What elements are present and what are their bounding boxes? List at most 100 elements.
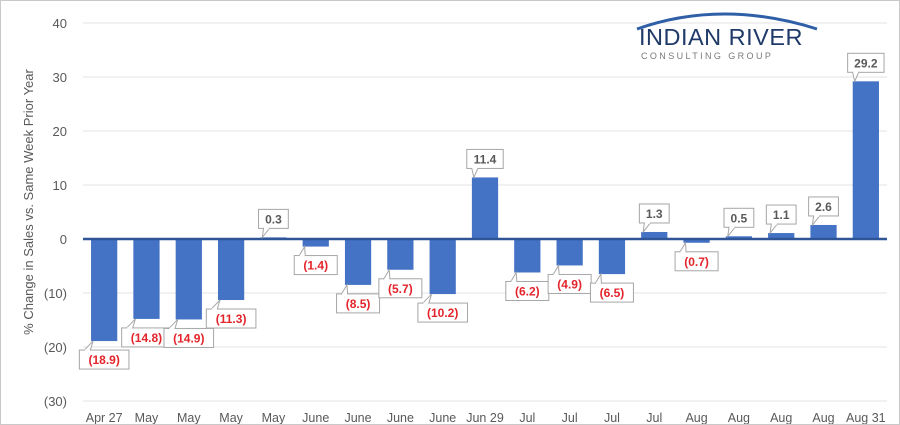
x-tick-label: May	[135, 411, 159, 424]
data-label: 0.3	[265, 212, 282, 226]
data-label-callout: (14.8)	[121, 318, 172, 348]
callout-box	[293, 255, 338, 276]
x-tick-label: Aug	[685, 411, 707, 424]
data-label: (6.2)	[515, 284, 540, 298]
data-label: (4.9)	[557, 277, 582, 291]
x-tick-label: Aug 31	[846, 411, 886, 424]
callout-pointer	[727, 226, 737, 239]
bar	[810, 224, 837, 239]
x-tick-label: Aug	[770, 411, 792, 424]
data-label: 1.3	[646, 207, 663, 221]
x-tick-label: June	[387, 411, 414, 424]
callout-box	[378, 278, 423, 299]
bar	[725, 236, 753, 239]
data-label-callout: (18.9)	[78, 340, 130, 370]
data-label-callout: 1.1	[765, 204, 797, 235]
callout-box	[78, 349, 130, 370]
bar	[344, 239, 372, 285]
bar	[387, 239, 414, 270]
x-tick-label: Jul	[604, 411, 620, 424]
data-label-callout: (8.5)	[336, 283, 381, 314]
callout-box	[808, 196, 839, 217]
data-label-callout: 11.4	[466, 148, 504, 180]
callout-box	[163, 327, 215, 348]
callout-pointer	[210, 299, 221, 310]
data-label: (18.9)	[88, 353, 119, 367]
y-axis-title: % Change in Sales vs. Same Week Prior Ye…	[21, 68, 36, 334]
x-tick-label: Aug	[812, 411, 834, 424]
y-tick-label: (20)	[44, 340, 67, 355]
data-label-callout: (14.9)	[163, 319, 215, 348]
logo-subtitle: CONSULTING GROUP	[641, 51, 774, 61]
callout-pointer	[261, 227, 271, 240]
bar	[175, 239, 202, 320]
data-label: (1.4)	[303, 259, 328, 273]
data-label-callout: (4.9)	[547, 263, 592, 294]
y-tick-label: 20	[53, 124, 67, 139]
callout-box	[847, 52, 885, 73]
x-tick-label: Apr 27	[86, 411, 123, 424]
callout-pointer	[298, 244, 306, 257]
data-label-callout: 2.6	[808, 196, 839, 227]
data-label: 1.1	[773, 208, 790, 222]
bars	[91, 81, 879, 342]
data-label: (10.2)	[427, 306, 458, 320]
y-tick-label: 10	[53, 178, 67, 193]
data-label: (8.5)	[346, 297, 371, 311]
y-tick-label: 0	[60, 232, 67, 247]
data-label-callout: 1.3	[638, 203, 670, 234]
data-label-callout: (11.3)	[205, 299, 257, 329]
callout-pointer	[679, 241, 687, 253]
bar	[429, 239, 456, 295]
data-label: (11.3)	[216, 312, 247, 326]
y-tick-label: (30)	[44, 394, 67, 409]
x-tick-label: May	[219, 411, 243, 424]
data-label-callout: (6.5)	[589, 272, 634, 303]
callout-box	[765, 204, 797, 225]
bar	[852, 81, 879, 239]
data-label-callout: 0.3	[258, 208, 289, 240]
callout-pointer	[471, 167, 479, 180]
x-tick-label: Aug	[728, 411, 750, 424]
y-tick-label: 40	[53, 16, 67, 31]
bar	[91, 239, 118, 342]
x-tick-label: May	[262, 411, 286, 424]
company-logo: INDIAN RIVER CONSULTING GROUP	[627, 7, 827, 69]
callout-box	[205, 308, 257, 329]
bar	[471, 177, 499, 239]
callout-box	[336, 293, 381, 314]
data-label-callout: (0.7)	[674, 241, 719, 272]
callout-box	[258, 208, 289, 229]
callout-pointer	[769, 223, 779, 235]
data-label: 2.6	[815, 200, 832, 214]
callout-pointer	[83, 340, 94, 351]
data-label: (0.7)	[684, 255, 709, 269]
callout-pointer	[421, 293, 433, 304]
bar	[556, 239, 583, 266]
callout-pointer	[594, 272, 602, 284]
data-label: 0.5	[731, 211, 748, 225]
callout-pointer	[167, 319, 179, 329]
data-label: 11.4	[474, 152, 497, 166]
gridlines	[83, 22, 887, 402]
bar	[514, 239, 541, 273]
y-tick-label: 30	[53, 70, 67, 85]
data-label-callout: (10.2)	[417, 293, 468, 323]
bar	[302, 239, 329, 247]
callout-box	[417, 302, 468, 323]
callout-box	[674, 251, 719, 272]
data-label-callout: 29.2	[847, 52, 885, 83]
axes: 40 30 20 10 0 (10) (20) (30) Apr 27 May May May May J…	[44, 16, 887, 424]
callout-pointer	[382, 268, 391, 280]
x-tick-label: May	[177, 411, 201, 424]
callout-pointer	[125, 318, 136, 329]
x-tick-label: Jul	[646, 411, 662, 424]
data-label: 29.2	[854, 56, 878, 70]
callout-pointer	[509, 270, 518, 282]
data-label-callout: 0.5	[723, 207, 755, 239]
bar	[133, 239, 160, 319]
bar	[217, 239, 245, 301]
x-tick-label: June	[302, 411, 329, 424]
